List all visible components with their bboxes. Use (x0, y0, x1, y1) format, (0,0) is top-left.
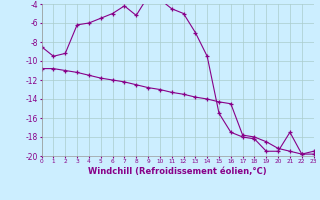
X-axis label: Windchill (Refroidissement éolien,°C): Windchill (Refroidissement éolien,°C) (88, 167, 267, 176)
